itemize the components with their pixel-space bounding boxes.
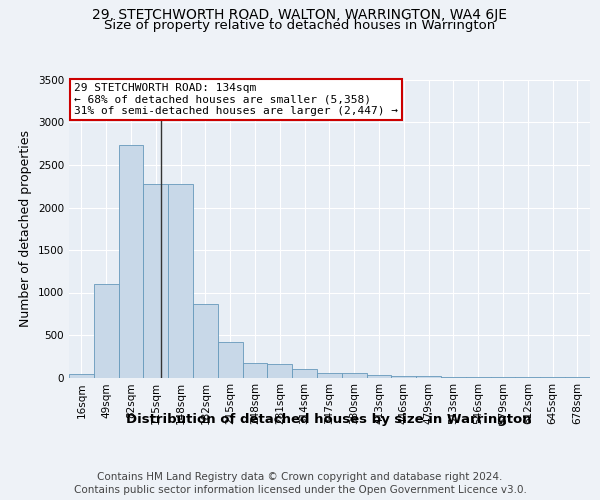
Bar	[119, 146, 143, 378]
Bar	[268, 364, 292, 378]
Y-axis label: Number of detached properties: Number of detached properties	[19, 130, 32, 327]
Bar	[242, 362, 268, 378]
Bar	[218, 342, 242, 378]
Bar	[69, 374, 94, 378]
Bar	[143, 184, 168, 378]
Bar	[168, 184, 193, 378]
Bar	[193, 304, 218, 378]
Text: 29 STETCHWORTH ROAD: 134sqm
← 68% of detached houses are smaller (5,358)
31% of : 29 STETCHWORTH ROAD: 134sqm ← 68% of det…	[74, 83, 398, 116]
Bar	[94, 284, 119, 378]
Text: Contains public sector information licensed under the Open Government Licence v3: Contains public sector information licen…	[74, 485, 526, 495]
Bar	[292, 370, 317, 378]
Text: Size of property relative to detached houses in Warrington: Size of property relative to detached ho…	[104, 19, 496, 32]
Bar	[416, 376, 441, 378]
Bar	[391, 376, 416, 378]
Bar	[367, 375, 391, 378]
Bar	[342, 373, 367, 378]
Text: Contains HM Land Registry data © Crown copyright and database right 2024.: Contains HM Land Registry data © Crown c…	[97, 472, 503, 482]
Bar	[317, 373, 342, 378]
Text: 29, STETCHWORTH ROAD, WALTON, WARRINGTON, WA4 6JE: 29, STETCHWORTH ROAD, WALTON, WARRINGTON…	[92, 8, 508, 22]
Text: Distribution of detached houses by size in Warrington: Distribution of detached houses by size …	[126, 412, 532, 426]
